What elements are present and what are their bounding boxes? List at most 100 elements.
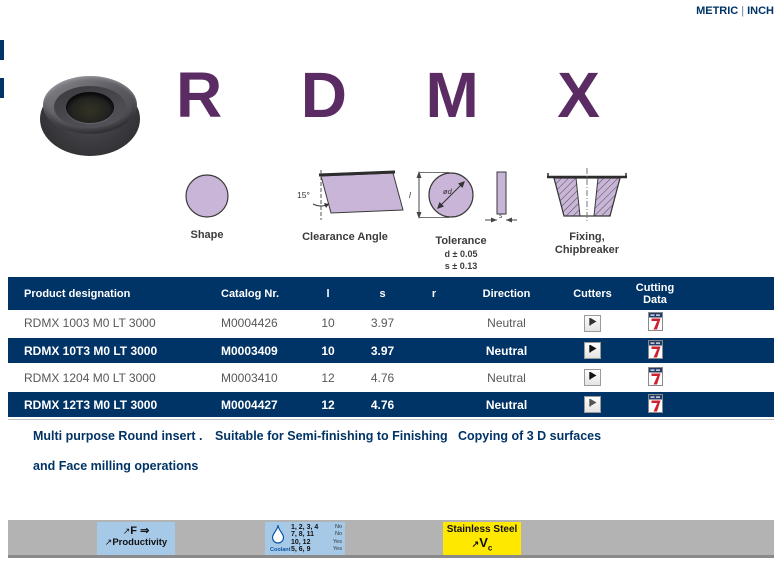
left-edge-marker [0, 40, 4, 60]
header-r: r [410, 277, 458, 310]
productivity-chip: ↗F ⇒ ↗Productivity [97, 522, 175, 555]
description-usage-line2: and Face milling operations [33, 459, 199, 473]
cell-designation: RDMX 1003 M0 LT 3000 [24, 316, 156, 330]
cutting-data-icon[interactable] [647, 366, 663, 389]
cutters-button[interactable] [584, 369, 601, 386]
series-letter: X [557, 59, 600, 131]
units-toggle: METRIC | INCH [696, 5, 774, 17]
series-letter: M [425, 59, 479, 131]
cell-designation: RDMX 1204 M0 LT 3000 [24, 370, 156, 385]
coolant-chip: Coolant 1, 2, 3, 4 No 7, 8, 11 No 10, 12 Ye… [265, 522, 345, 555]
clearance-angle-icon: 15° [297, 170, 404, 220]
cell-l: 10 [301, 337, 355, 364]
cutting-data-icon[interactable] [647, 339, 663, 362]
clearance-angle-value: 15° [297, 190, 310, 200]
inch-link[interactable]: INCH [747, 5, 774, 17]
cell-r [410, 310, 458, 337]
left-edge-marker [0, 78, 4, 98]
fixing-label-line1: Fixing, [569, 231, 605, 243]
description-suitability: Suitable for Semi-finishing to Finishing [215, 429, 448, 443]
cell-catalog: M0004426 [221, 316, 278, 330]
cutters-button[interactable] [584, 342, 601, 359]
coolant-row: 5, 6, 9 Yes [291, 546, 342, 553]
play-flag-icon [590, 345, 597, 352]
cell-direction: Neutral [487, 370, 526, 385]
coolant-droplet-icon [271, 524, 285, 544]
header-l: l [301, 277, 355, 310]
cell-catalog: M0003409 [213, 337, 301, 364]
material-label: Stainless Steel [446, 524, 518, 535]
table-header-row: Product designation Catalog Nr. l s r Di… [8, 277, 774, 310]
tolerance-label: Tolerance [435, 235, 487, 247]
play-flag-icon [590, 317, 597, 325]
tolerance-d-value: d ± 0.05 [444, 249, 478, 259]
shape-label: Shape [190, 229, 224, 241]
table-row[interactable]: RDMX 1003 M0 LT 3000 M0004426 10 3.97 Ne… [8, 310, 774, 337]
cutting-data-icon[interactable] [647, 312, 663, 334]
cell-catalog: M0003410 [221, 370, 278, 385]
implies-arrow-icon: ⇒ [140, 525, 150, 537]
property-fixing-chipbreaker: Fixing, Chipbreaker [545, 166, 629, 256]
fixing-label-line2: Chipbreaker [554, 244, 620, 256]
table-row-selected[interactable]: RDMX 10T3 M0 LT 3000 M0003409 10 3.97 Ne… [8, 337, 774, 364]
cell-l: 10 [321, 316, 335, 330]
header-direction: Direction [458, 277, 555, 310]
cell-direction: Neutral [458, 337, 555, 364]
cutting-speed-symbol: V [479, 535, 488, 550]
series-name: R D M X [176, 59, 600, 131]
material-chip: Stainless Steel ↗Vc [443, 522, 521, 555]
cell-s: 4.76 [370, 370, 395, 385]
series-letter: R [176, 59, 223, 131]
cell-designation: RDMX 10T3 M0 LT 3000 [8, 337, 213, 364]
cutting-data-icon[interactable] [647, 393, 663, 416]
cell-direction: Neutral [458, 391, 555, 418]
description-application: Copying of 3 D surfaces [458, 429, 602, 443]
cutters-button[interactable] [584, 396, 601, 413]
cell-direction: Neutral [487, 316, 526, 330]
clearance-angle-label: Clearance Angle [302, 231, 388, 243]
cell-r [410, 364, 458, 391]
legend-bar: ↗F ⇒ ↗Productivity Coolant 1, 2, 3, 4 No … [8, 520, 774, 558]
shape-circle-icon [185, 174, 229, 218]
header-cutters: Cutters [555, 277, 630, 310]
cell-r [410, 391, 458, 418]
insert-photo [40, 76, 140, 156]
units-separator: | [741, 5, 745, 17]
cell-s: 3.97 [370, 316, 395, 330]
cell-r [410, 337, 458, 364]
cell-l: 12 [301, 391, 355, 418]
coolant-row: 1, 2, 3, 4 No [291, 523, 342, 531]
cutters-button[interactable] [584, 314, 601, 332]
series-letter: D [300, 59, 347, 131]
header-catalog-nr: Catalog Nr. [213, 277, 301, 310]
play-flag-icon [590, 399, 597, 406]
cell-designation: RDMX 12T3 M0 LT 3000 [8, 391, 213, 418]
coolant-label: Coolant [270, 547, 291, 553]
play-flag-icon [590, 372, 597, 379]
coolant-row: 7, 8, 11 No [291, 531, 342, 538]
metric-link[interactable]: METRIC [696, 5, 739, 17]
table-row-selected[interactable]: RDMX 12T3 M0 LT 3000 M0004427 12 4.76 Ne… [8, 391, 774, 418]
property-shape: Shape [172, 172, 242, 241]
coolant-row: 10, 12 Yes [291, 538, 342, 546]
table-row[interactable]: RDMX 1204 M0 LT 3000 M0003410 12 4.76 Ne… [8, 364, 774, 391]
header-product-designation: Product designation [8, 277, 213, 310]
up-arrow-icon: ↗ [104, 537, 113, 547]
cell-s: 3.97 [355, 337, 410, 364]
cell-catalog: M0004427 [213, 391, 301, 418]
productivity-f-label: F [130, 525, 137, 537]
tolerance-dim-s: s [499, 213, 503, 220]
up-arrow-icon: ↗ [471, 539, 480, 549]
tolerance-dim-d: ød [443, 187, 453, 196]
cell-s: 4.76 [355, 391, 410, 418]
insert-center-hole [66, 92, 114, 123]
productivity-label: Productivity [112, 537, 168, 548]
property-tolerance: l ød s Tolerance d ± 0.05 s ± 0.13 [405, 166, 517, 271]
tolerance-icon: l ød s [409, 171, 517, 223]
tolerance-dim-l: l [409, 191, 411, 200]
tolerance-s-value: s ± 0.13 [444, 261, 478, 271]
property-clearance-angle: 15° Clearance Angle [283, 166, 407, 243]
fixing-chipbreaker-icon [547, 168, 627, 221]
up-arrow-icon: ↗ [122, 526, 131, 536]
